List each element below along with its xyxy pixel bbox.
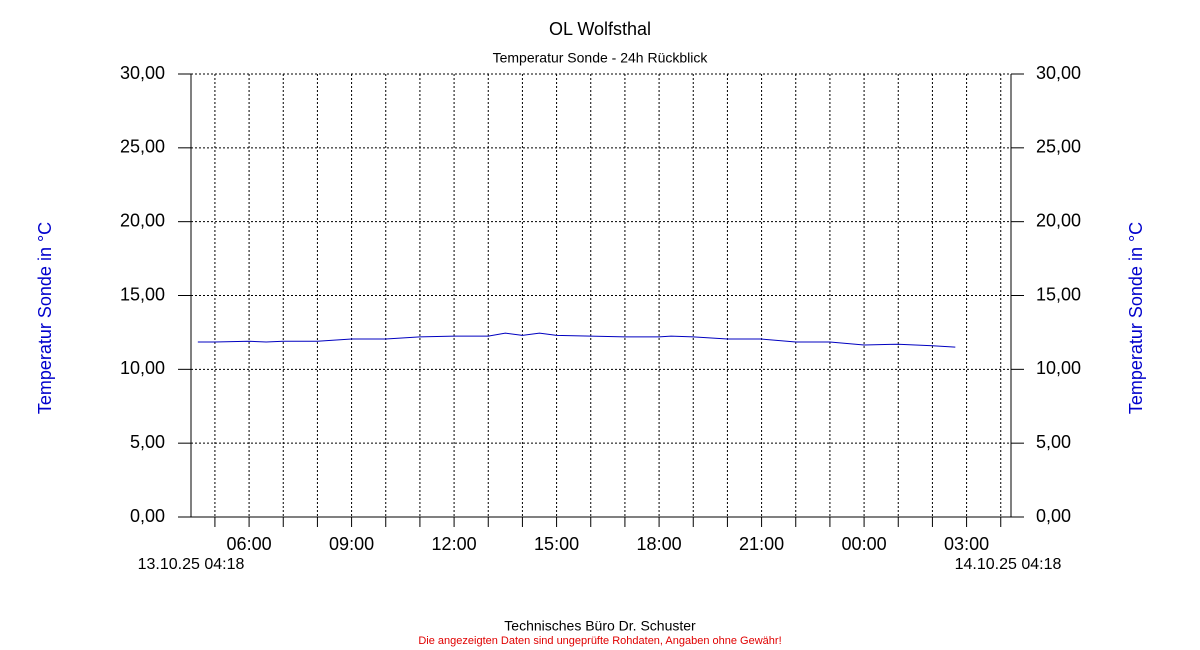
x-tick-label: 15:00 [534, 534, 579, 554]
y-tick-label: 5,00 [130, 432, 165, 452]
x-tick-label: 12:00 [432, 534, 477, 554]
x-tick-label: 00:00 [842, 534, 887, 554]
end-label: 14.10.25 04:18 [955, 556, 1062, 573]
x-tick-label: 18:00 [637, 534, 682, 554]
y-tick-label: 15,00 [120, 284, 165, 304]
y2-tick-label: 30,00 [1036, 63, 1081, 83]
y-tick-label: 25,00 [120, 137, 165, 157]
y2-tick-label: 10,00 [1036, 358, 1081, 378]
x-tick-label: 03:00 [944, 534, 989, 554]
y2-tick-label: 0,00 [1036, 506, 1071, 526]
y-tick-label: 30,00 [120, 63, 165, 83]
x-tick-label: 06:00 [227, 534, 272, 554]
y-axis-label: Temperatur Sonde in °C [35, 222, 55, 414]
y2-tick-label: 25,00 [1036, 137, 1081, 157]
data-line [197, 332, 956, 348]
y-tick-label: 20,00 [120, 210, 165, 230]
chart-subtitle: Temperatur Sonde - 24h Rückblick [493, 50, 709, 66]
y2-axis-label: Temperatur Sonde in °C [1126, 222, 1146, 414]
chart-title: OL Wolfsthal [549, 19, 651, 39]
start-label: 13.10.25 04:18 [138, 556, 245, 573]
footer: Technisches Büro Dr. Schuster [504, 618, 696, 634]
x-tick-label: 21:00 [739, 534, 784, 554]
y-tick-label: 10,00 [120, 358, 165, 378]
x-tick-label: 09:00 [329, 534, 374, 554]
y2-tick-label: 5,00 [1036, 432, 1071, 452]
y-tick-label: 0,00 [130, 506, 165, 526]
y2-tick-label: 20,00 [1036, 210, 1081, 230]
disclaimer: Die angezeigten Daten sind ungeprüfte Ro… [418, 635, 781, 647]
y2-tick-label: 15,00 [1036, 284, 1081, 304]
